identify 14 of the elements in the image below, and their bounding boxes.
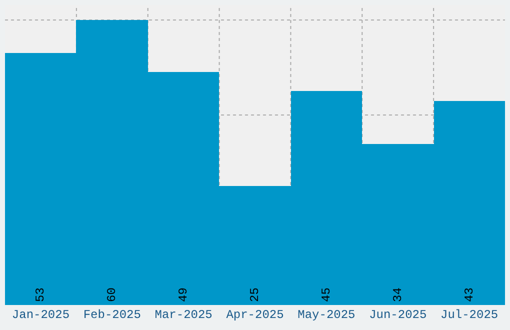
data-label: 34 bbox=[391, 288, 405, 302]
x-tick-label: May-2025 bbox=[298, 308, 356, 322]
x-tick-label: Jan-2025 bbox=[12, 308, 70, 322]
x-tick-label: Mar-2025 bbox=[154, 308, 212, 322]
data-label: 49 bbox=[176, 288, 190, 302]
data-label: 53 bbox=[34, 288, 48, 302]
data-label: 43 bbox=[462, 288, 476, 302]
x-tick-label: Apr-2025 bbox=[226, 308, 284, 322]
data-label: 25 bbox=[248, 288, 262, 302]
x-tick-label: Jul-2025 bbox=[440, 308, 498, 322]
data-label: 45 bbox=[320, 288, 334, 302]
x-tick-label: Jun-2025 bbox=[369, 308, 427, 322]
x-tick-label: Feb-2025 bbox=[83, 308, 141, 322]
data-label: 60 bbox=[105, 288, 119, 302]
